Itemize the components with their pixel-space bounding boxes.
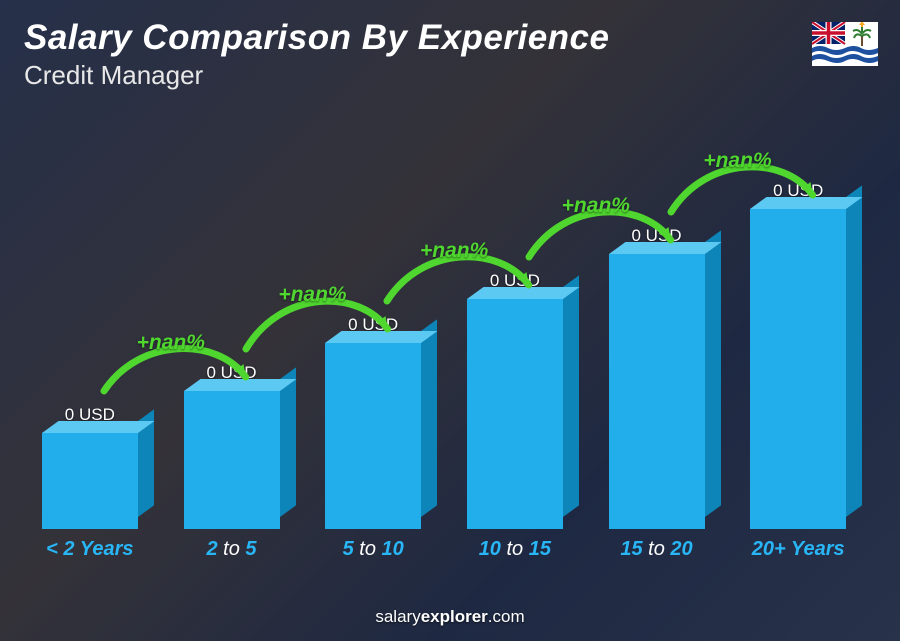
bar-top bbox=[184, 379, 297, 391]
bar-top bbox=[750, 197, 863, 209]
bar bbox=[750, 209, 846, 529]
bar-front bbox=[750, 209, 846, 529]
bar-slot: 0 USD bbox=[28, 405, 152, 529]
bar-top bbox=[325, 331, 438, 343]
x-axis-label: 2 to 5 bbox=[170, 538, 294, 561]
bar-front bbox=[184, 391, 280, 529]
bar-slot: 0 USD bbox=[170, 363, 294, 529]
x-axis-label: 15 to 20 bbox=[595, 538, 719, 561]
bars-container: 0 USD0 USD0 USD0 USD0 USD0 USD bbox=[28, 91, 860, 529]
bar-side bbox=[421, 319, 437, 517]
bar bbox=[325, 343, 421, 529]
bar-top bbox=[609, 242, 722, 254]
bar bbox=[609, 254, 705, 529]
bar-front bbox=[609, 254, 705, 529]
chart-title: Salary Comparison By Experience bbox=[24, 18, 609, 58]
bar-side bbox=[563, 275, 579, 517]
header: Salary Comparison By Experience Credit M… bbox=[24, 18, 609, 91]
bar-slot: 0 USD bbox=[311, 315, 435, 529]
footer-attribution: salaryexplorer.com bbox=[0, 607, 900, 627]
bar bbox=[184, 391, 280, 529]
bar-front bbox=[325, 343, 421, 529]
bar-top bbox=[42, 421, 155, 433]
x-axis-label: 10 to 15 bbox=[453, 538, 577, 561]
bar bbox=[467, 299, 563, 529]
bar-side bbox=[280, 367, 296, 517]
chart-subtitle: Credit Manager bbox=[24, 60, 609, 91]
bar-slot: 0 USD bbox=[453, 271, 577, 529]
bar-slot: 0 USD bbox=[736, 181, 860, 529]
country-flag-icon bbox=[812, 22, 878, 66]
bar bbox=[42, 433, 138, 529]
bar-front bbox=[467, 299, 563, 529]
bar-side bbox=[705, 230, 721, 517]
x-axis-labels: < 2 Years 2 to 5 5 to 10 10 to 15 15 to 20 20… bbox=[28, 538, 860, 561]
footer-bold: explorer bbox=[421, 607, 488, 626]
x-axis-label: < 2 Years bbox=[28, 538, 152, 561]
bar-front bbox=[42, 433, 138, 529]
bar-top bbox=[467, 287, 580, 299]
footer-suffix: .com bbox=[488, 607, 525, 626]
footer-prefix: salary bbox=[375, 607, 420, 626]
x-axis-label: 20+ Years bbox=[736, 538, 860, 561]
bar-chart: 0 USD0 USD0 USD0 USD0 USD0 USD < 2 Years… bbox=[28, 91, 860, 561]
x-axis-label: 5 to 10 bbox=[311, 538, 435, 561]
bar-slot: 0 USD bbox=[595, 226, 719, 529]
bar-side bbox=[846, 185, 862, 517]
